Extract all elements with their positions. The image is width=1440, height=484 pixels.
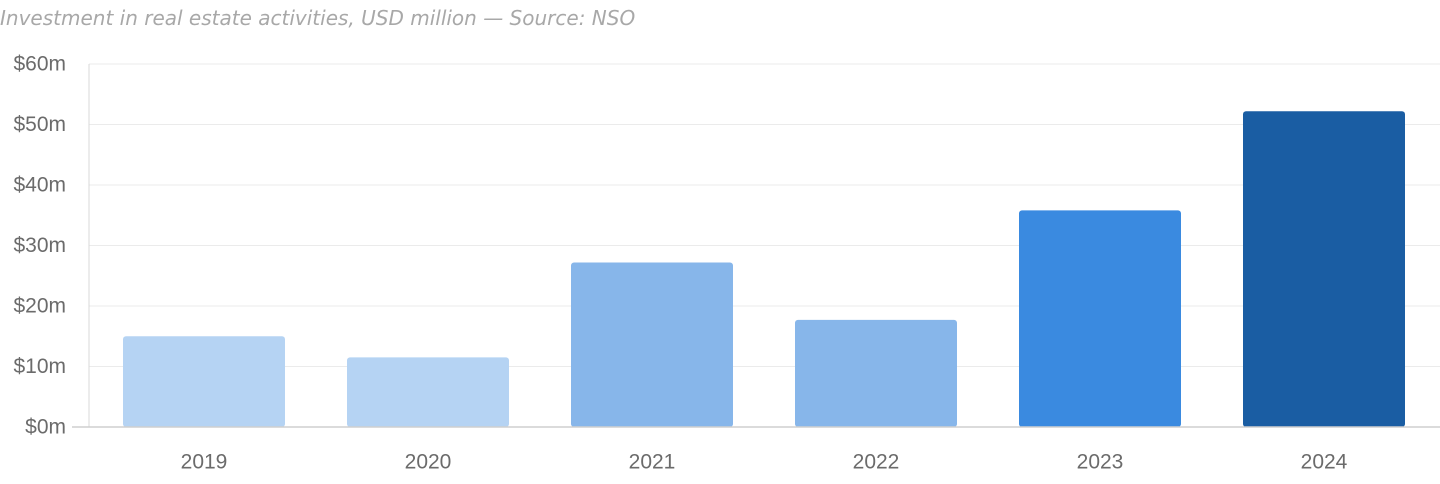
y-tick-label: $30m xyxy=(13,234,66,257)
x-tick-label: 2019 xyxy=(181,451,228,474)
bar-2024 xyxy=(1243,111,1405,427)
gridlines xyxy=(89,63,1440,367)
x-tick-label: 2023 xyxy=(1077,451,1124,474)
y-axis-tick-labels: $0m $10m $20m $30m $40m $50m $60m xyxy=(13,53,66,439)
bar-2019 xyxy=(123,336,285,427)
bars xyxy=(123,111,1405,427)
x-tick-label: 2022 xyxy=(853,451,900,474)
y-tick-label: $10m xyxy=(13,355,66,378)
y-tick-label: $60m xyxy=(13,53,66,76)
x-tick-label: 2020 xyxy=(405,451,452,474)
y-tick-label: $40m xyxy=(13,174,66,197)
y-tick-label: $50m xyxy=(13,113,66,136)
bar-2021 xyxy=(571,262,733,427)
x-tick-label: 2021 xyxy=(629,451,676,474)
y-tick-label: $0m xyxy=(25,416,66,439)
chart-subtitle: Investment in real estate activities, US… xyxy=(0,6,636,30)
y-tick-label: $20m xyxy=(13,295,66,318)
x-axis-tick-labels: 2019 2020 2021 2022 2023 2024 xyxy=(181,451,1348,474)
x-tick-label: 2024 xyxy=(1301,451,1348,474)
bar-2020 xyxy=(347,357,509,427)
bar-2022 xyxy=(795,319,957,427)
bar-2023 xyxy=(1019,210,1181,427)
